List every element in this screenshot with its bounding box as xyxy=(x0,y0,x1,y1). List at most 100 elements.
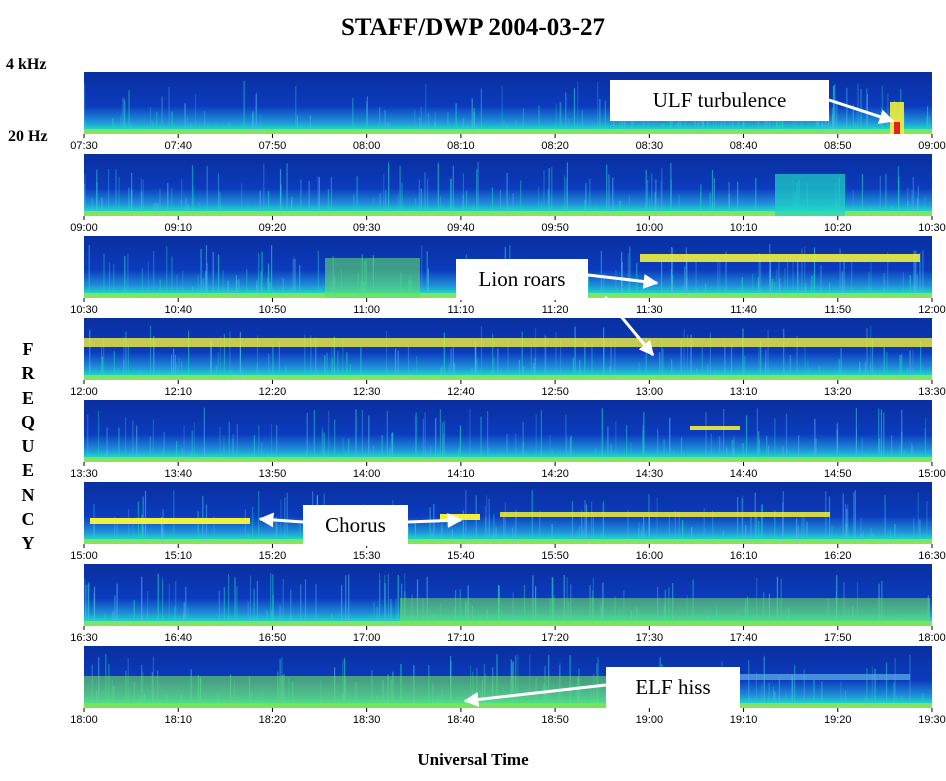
x-tick-label: 17:40 xyxy=(730,632,758,644)
x-tick-label: 17:50 xyxy=(824,632,852,644)
x-tick-label: 14:00 xyxy=(353,468,381,480)
x-tick-label: 15:00 xyxy=(70,550,98,562)
x-tick-label: 07:50 xyxy=(259,140,287,152)
y-axis-letter: E xyxy=(21,387,34,408)
y-axis-top-label: 4 kHz xyxy=(6,56,47,73)
spectrogram-panel xyxy=(84,318,932,380)
y-axis-letter: R xyxy=(21,363,35,384)
annotation-chorus: Chorus xyxy=(303,505,408,546)
x-tick-label: 08:50 xyxy=(824,140,852,152)
x-tick-label: 07:30 xyxy=(70,140,98,152)
x-tick-label: 07:40 xyxy=(164,140,192,152)
x-tick-label: 16:30 xyxy=(70,632,98,644)
x-tick-label: 08:10 xyxy=(447,140,475,152)
x-tick-label: 17:30 xyxy=(636,632,664,644)
x-tick-label: 17:20 xyxy=(541,632,569,644)
x-tick-label: 08:20 xyxy=(541,140,569,152)
x-tick-label: 16:20 xyxy=(824,550,852,562)
x-tick-label: 13:30 xyxy=(918,386,946,398)
x-tick-label: 15:40 xyxy=(447,550,475,562)
x-tick-label: 13:30 xyxy=(70,468,98,480)
x-tick-label: 13:10 xyxy=(730,386,758,398)
y-axis-letter: E xyxy=(21,460,34,481)
chorus-arrow-right xyxy=(407,513,463,529)
x-tick-label: 10:50 xyxy=(259,304,287,316)
y-axis-letter: Q xyxy=(20,411,35,432)
x-tick-label: 10:10 xyxy=(730,222,758,234)
annotation-elf-hiss: ELF hiss xyxy=(606,667,740,708)
x-tick-label: 12:30 xyxy=(353,386,381,398)
x-tick-label: 13:20 xyxy=(824,386,852,398)
x-tick-label: 16:00 xyxy=(636,550,664,562)
x-tick-label: 13:50 xyxy=(259,468,287,480)
x-tick-label: 08:00 xyxy=(353,140,381,152)
x-tick-label: 10:00 xyxy=(636,222,664,234)
x-tick-label: 11:00 xyxy=(353,304,380,316)
x-tick-label: 19:30 xyxy=(918,714,946,726)
x-tick-label: 10:40 xyxy=(164,304,192,316)
x-tick-label: 15:10 xyxy=(164,550,192,562)
x-tick-label: 09:10 xyxy=(164,222,192,234)
y-axis-title: F R E Q U E N C Y xyxy=(20,337,36,556)
x-tick-label: 15:00 xyxy=(918,468,946,480)
spectrogram-panel xyxy=(84,482,932,544)
y-axis-letter: F xyxy=(22,339,34,359)
y-axis-letter: N xyxy=(21,484,35,505)
x-tick-label: 09:20 xyxy=(259,222,287,234)
x-tick-label: 15:30 xyxy=(353,550,381,562)
y-axis-letter: U xyxy=(21,436,35,457)
x-tick-label: 18:30 xyxy=(353,714,381,726)
x-tick-label: 11:10 xyxy=(448,304,475,316)
x-tick-label: 14:30 xyxy=(636,468,664,480)
x-tick-label: 12:20 xyxy=(259,386,287,398)
x-tick-label: 09:40 xyxy=(447,222,475,234)
x-tick-label: 12:00 xyxy=(70,386,98,398)
annotation-ulf-turbulence: ULF turbulence xyxy=(610,80,829,121)
x-tick-label: 10:20 xyxy=(824,222,852,234)
chart-title: STAFF/DWP 2004-03-27 xyxy=(340,14,606,41)
annotation-lion-roars: Lion roars xyxy=(456,259,588,300)
x-tick-label: 17:10 xyxy=(447,632,475,644)
x-tick-label: 12:40 xyxy=(447,386,475,398)
x-tick-label: 09:00 xyxy=(70,222,98,234)
x-axis-title: Universal Time xyxy=(417,750,529,769)
x-tick-label: 16:10 xyxy=(730,550,758,562)
x-tick-label: 16:50 xyxy=(259,632,287,644)
x-tick-label: 17:00 xyxy=(353,632,381,644)
x-tick-label: 18:10 xyxy=(164,714,192,726)
x-tick-label: 16:30 xyxy=(918,550,946,562)
x-tick-label: 08:40 xyxy=(730,140,758,152)
spectrogram-panel xyxy=(84,646,932,708)
x-tick-label: 12:00 xyxy=(918,304,946,316)
x-tick-label: 18:40 xyxy=(447,714,475,726)
x-tick-label: 18:20 xyxy=(259,714,287,726)
x-tick-label: 11:20 xyxy=(542,304,569,316)
x-tick-label: 19:10 xyxy=(730,714,758,726)
y-axis-bottom-label: 20 Hz xyxy=(8,128,48,145)
x-tick-label: 12:50 xyxy=(541,386,569,398)
x-tick-label: 13:40 xyxy=(164,468,192,480)
x-tick-label: 11:50 xyxy=(824,304,851,316)
chorus-arrow-left xyxy=(258,512,304,528)
x-tick-label: 14:20 xyxy=(541,468,569,480)
x-tick-label: 14:10 xyxy=(447,468,475,480)
x-tick-label: 18:00 xyxy=(918,632,946,644)
ulf-arrow xyxy=(828,98,895,124)
x-tick-label: 18:50 xyxy=(541,714,569,726)
x-tick-label: 15:50 xyxy=(541,550,569,562)
x-tick-label: 08:30 xyxy=(636,140,664,152)
x-tick-label: 13:00 xyxy=(636,386,664,398)
x-tick-label: 10:30 xyxy=(70,304,98,316)
x-tick-label: 15:20 xyxy=(259,550,287,562)
x-tick-label: 18:00 xyxy=(70,714,98,726)
elf-hiss-arrow xyxy=(463,683,607,707)
x-tick-label: 09:00 xyxy=(918,140,946,152)
x-tick-label: 09:30 xyxy=(353,222,381,234)
x-tick-label: 12:10 xyxy=(164,386,192,398)
y-axis-letter: C xyxy=(21,509,35,530)
x-tick-label: 11:40 xyxy=(730,304,757,316)
x-tick-label: 14:50 xyxy=(824,468,852,480)
x-tick-label: 19:00 xyxy=(636,714,664,726)
x-tick-label: 10:30 xyxy=(918,222,946,234)
